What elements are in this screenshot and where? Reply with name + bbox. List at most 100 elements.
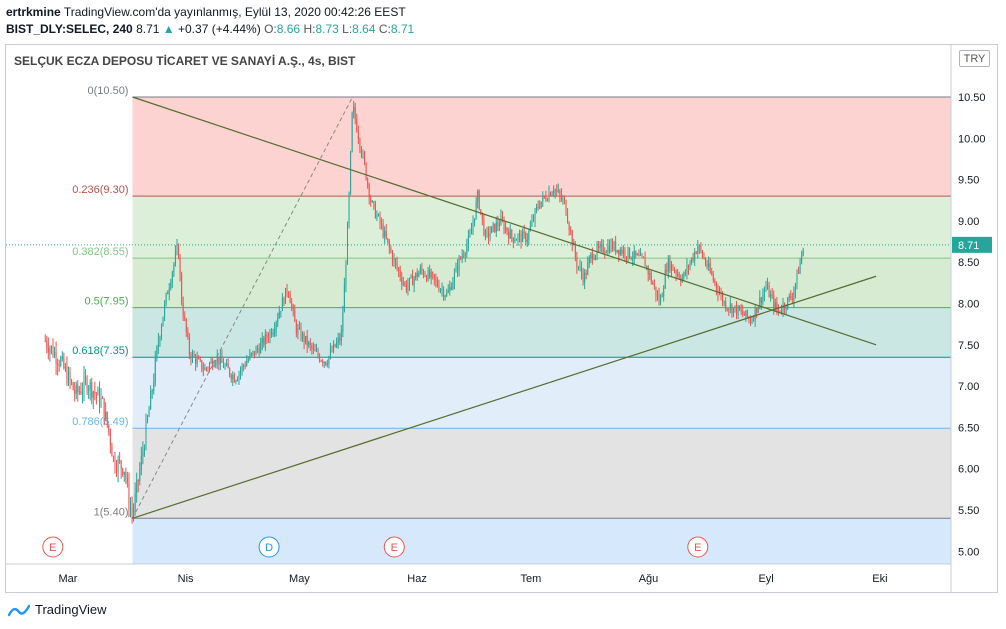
fib-level-label: 0.236(9.30) [72, 184, 128, 196]
candle-body [387, 238, 389, 242]
candle-body [47, 347, 49, 353]
candle-body [322, 360, 324, 363]
candle-body [732, 307, 734, 314]
tradingview-footer[interactable]: TradingView [8, 602, 107, 617]
candle-body [591, 253, 593, 260]
candle-body [534, 209, 536, 221]
candle-body [399, 270, 401, 278]
candle-body [441, 289, 443, 291]
candle-body [368, 184, 370, 198]
candle-body [219, 356, 221, 365]
candle-body [723, 301, 725, 303]
candle-body [652, 282, 654, 285]
candle-body [173, 263, 175, 273]
candle-body [498, 224, 500, 226]
candle-body [148, 409, 150, 417]
candle-body [69, 371, 71, 381]
candle-body [543, 195, 545, 197]
candle-body [419, 267, 421, 273]
candle-body [86, 378, 88, 391]
candle-body [678, 274, 680, 279]
candle-body [432, 272, 434, 275]
candle-body [412, 275, 414, 286]
candle-body [435, 278, 437, 281]
candle-body [277, 318, 279, 323]
candle-body [187, 331, 189, 338]
candle-body [103, 398, 105, 420]
candle-body [131, 507, 133, 514]
candle-body [779, 310, 781, 312]
candle-body [638, 254, 640, 256]
candle-body [729, 304, 731, 310]
fib-band [132, 97, 952, 197]
candle-body [469, 234, 471, 237]
candle-body [413, 278, 415, 286]
candle-body [762, 294, 764, 303]
candle-body [594, 255, 596, 259]
candle-body [568, 222, 570, 230]
candle-body [129, 507, 131, 510]
candle-body [405, 283, 407, 291]
candle-body [621, 249, 623, 254]
candle-body [250, 353, 252, 355]
candle-body [463, 255, 465, 257]
candle-body [58, 364, 60, 366]
candle-body [153, 382, 155, 391]
candle-body [669, 258, 671, 271]
candle-body [470, 230, 472, 235]
candle-body [581, 266, 583, 274]
candle-body [557, 190, 559, 192]
candle-body [114, 457, 116, 469]
candle-body [74, 389, 76, 395]
candle-body [311, 344, 313, 349]
candle-body [514, 240, 516, 243]
y-tick-label: 9.50 [958, 175, 979, 187]
candle-body [639, 254, 641, 256]
candle-body [77, 385, 79, 393]
fib-band [132, 357, 952, 429]
open-value: 8.66 [276, 22, 301, 36]
candle-body [168, 288, 170, 294]
candle-body [196, 358, 198, 365]
candle-body [763, 290, 765, 295]
candle-body [745, 310, 747, 316]
candle-body [46, 340, 48, 348]
candle-body [227, 363, 229, 369]
y-tick-label: 7.50 [958, 340, 979, 352]
candle-body [632, 258, 634, 260]
y-tick-label: 8.00 [958, 299, 979, 311]
candle-body [71, 380, 73, 383]
candle-body [350, 151, 352, 194]
candle-body [295, 321, 297, 334]
fib-level-label: 1(5.40) [94, 506, 129, 518]
candle-body [697, 246, 699, 254]
candle-body [660, 297, 662, 303]
candle-body [478, 190, 480, 210]
candle-body [692, 257, 694, 260]
candle-body [100, 398, 102, 406]
candle-body [700, 245, 702, 251]
candle-body [249, 354, 251, 360]
candle-body [108, 424, 110, 432]
currency-button[interactable]: TRY [959, 50, 990, 67]
candle-body [455, 265, 457, 273]
candle-body [433, 274, 435, 279]
candle-body [714, 280, 716, 283]
candle-body [443, 289, 445, 297]
candle-body [461, 255, 463, 259]
low-label: L: [342, 22, 353, 36]
candle-body [162, 316, 164, 327]
fib-level-label: 0.786(6.49) [72, 416, 128, 428]
candle-body [401, 277, 403, 284]
candle-body [269, 331, 271, 339]
candle-body [711, 271, 713, 275]
candle-body [787, 297, 789, 308]
candle-body [467, 236, 469, 245]
candle-body [340, 331, 342, 341]
candle-body [109, 431, 111, 445]
candle-body [309, 342, 311, 345]
candle-body [599, 245, 601, 248]
author-name[interactable]: ertrkmine [6, 5, 61, 19]
candle-body [717, 288, 719, 295]
